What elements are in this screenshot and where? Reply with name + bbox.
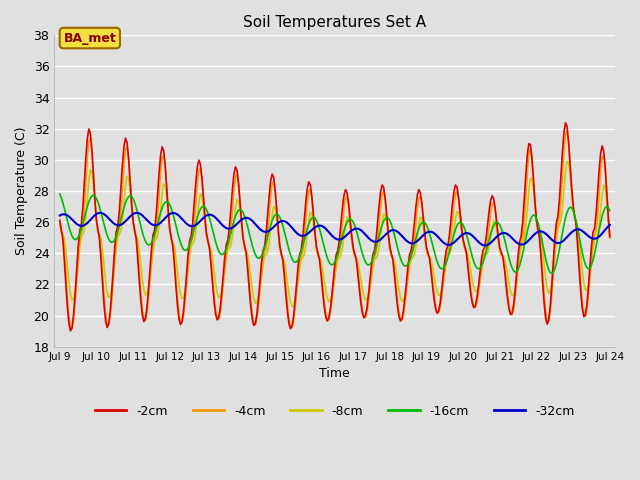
X-axis label: Time: Time [319,367,350,380]
Title: Soil Temperatures Set A: Soil Temperatures Set A [243,15,426,30]
Text: BA_met: BA_met [63,32,116,45]
Y-axis label: Soil Temperature (C): Soil Temperature (C) [15,127,28,255]
Legend: -2cm, -4cm, -8cm, -16cm, -32cm: -2cm, -4cm, -8cm, -16cm, -32cm [90,400,580,423]
